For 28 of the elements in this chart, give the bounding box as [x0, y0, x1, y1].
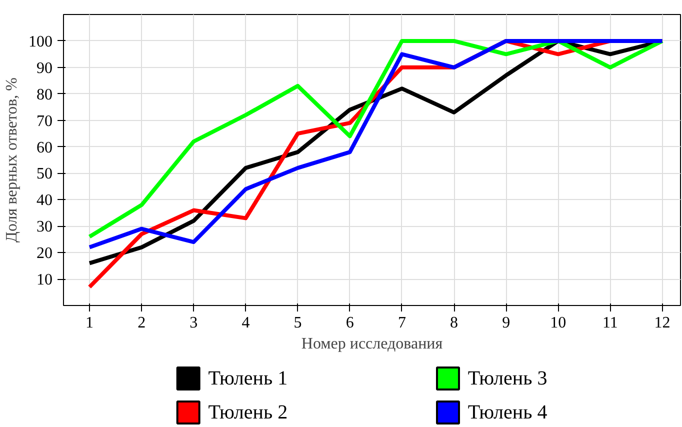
y-tick-label: 10	[36, 272, 52, 289]
x-tick-label: 9	[502, 314, 510, 332]
x-tick-label: 8	[450, 314, 458, 332]
x-tick-label: 5	[294, 314, 302, 332]
x-axis-title: Номер исследования	[301, 336, 444, 352]
x-tick-label: 10	[550, 314, 566, 332]
x-tick-label: 7	[398, 314, 406, 332]
legend-label: Тюлень 2	[208, 402, 288, 424]
legend-label: Тюлень 4	[468, 402, 548, 424]
x-tick-label: 3	[190, 314, 198, 332]
y-tick-label: 40	[36, 192, 52, 210]
y-axis-title: Доля верных ответов, %	[4, 78, 20, 242]
x-tick-label: 2	[138, 314, 146, 332]
x-tick-label: 4	[242, 314, 250, 332]
y-tick-label: 20	[36, 245, 52, 262]
y-tick-label: 100	[28, 33, 52, 50]
x-tick-label: 12	[654, 314, 670, 332]
y-tick-label: 90	[36, 60, 52, 77]
legend-label: Тюлень 3	[468, 368, 548, 390]
y-tick-label: 60	[36, 139, 52, 156]
x-tick-label: 1	[86, 314, 94, 332]
y-tick-label: 50	[36, 166, 52, 183]
y-tick-label: 30	[36, 218, 52, 236]
x-tick-label: 6	[346, 314, 354, 332]
x-tick-label: 11	[602, 314, 618, 332]
y-tick-label: 70	[36, 112, 52, 130]
legend-label: Тюлень 1	[208, 368, 288, 390]
y-tick-label: 80	[36, 86, 52, 104]
